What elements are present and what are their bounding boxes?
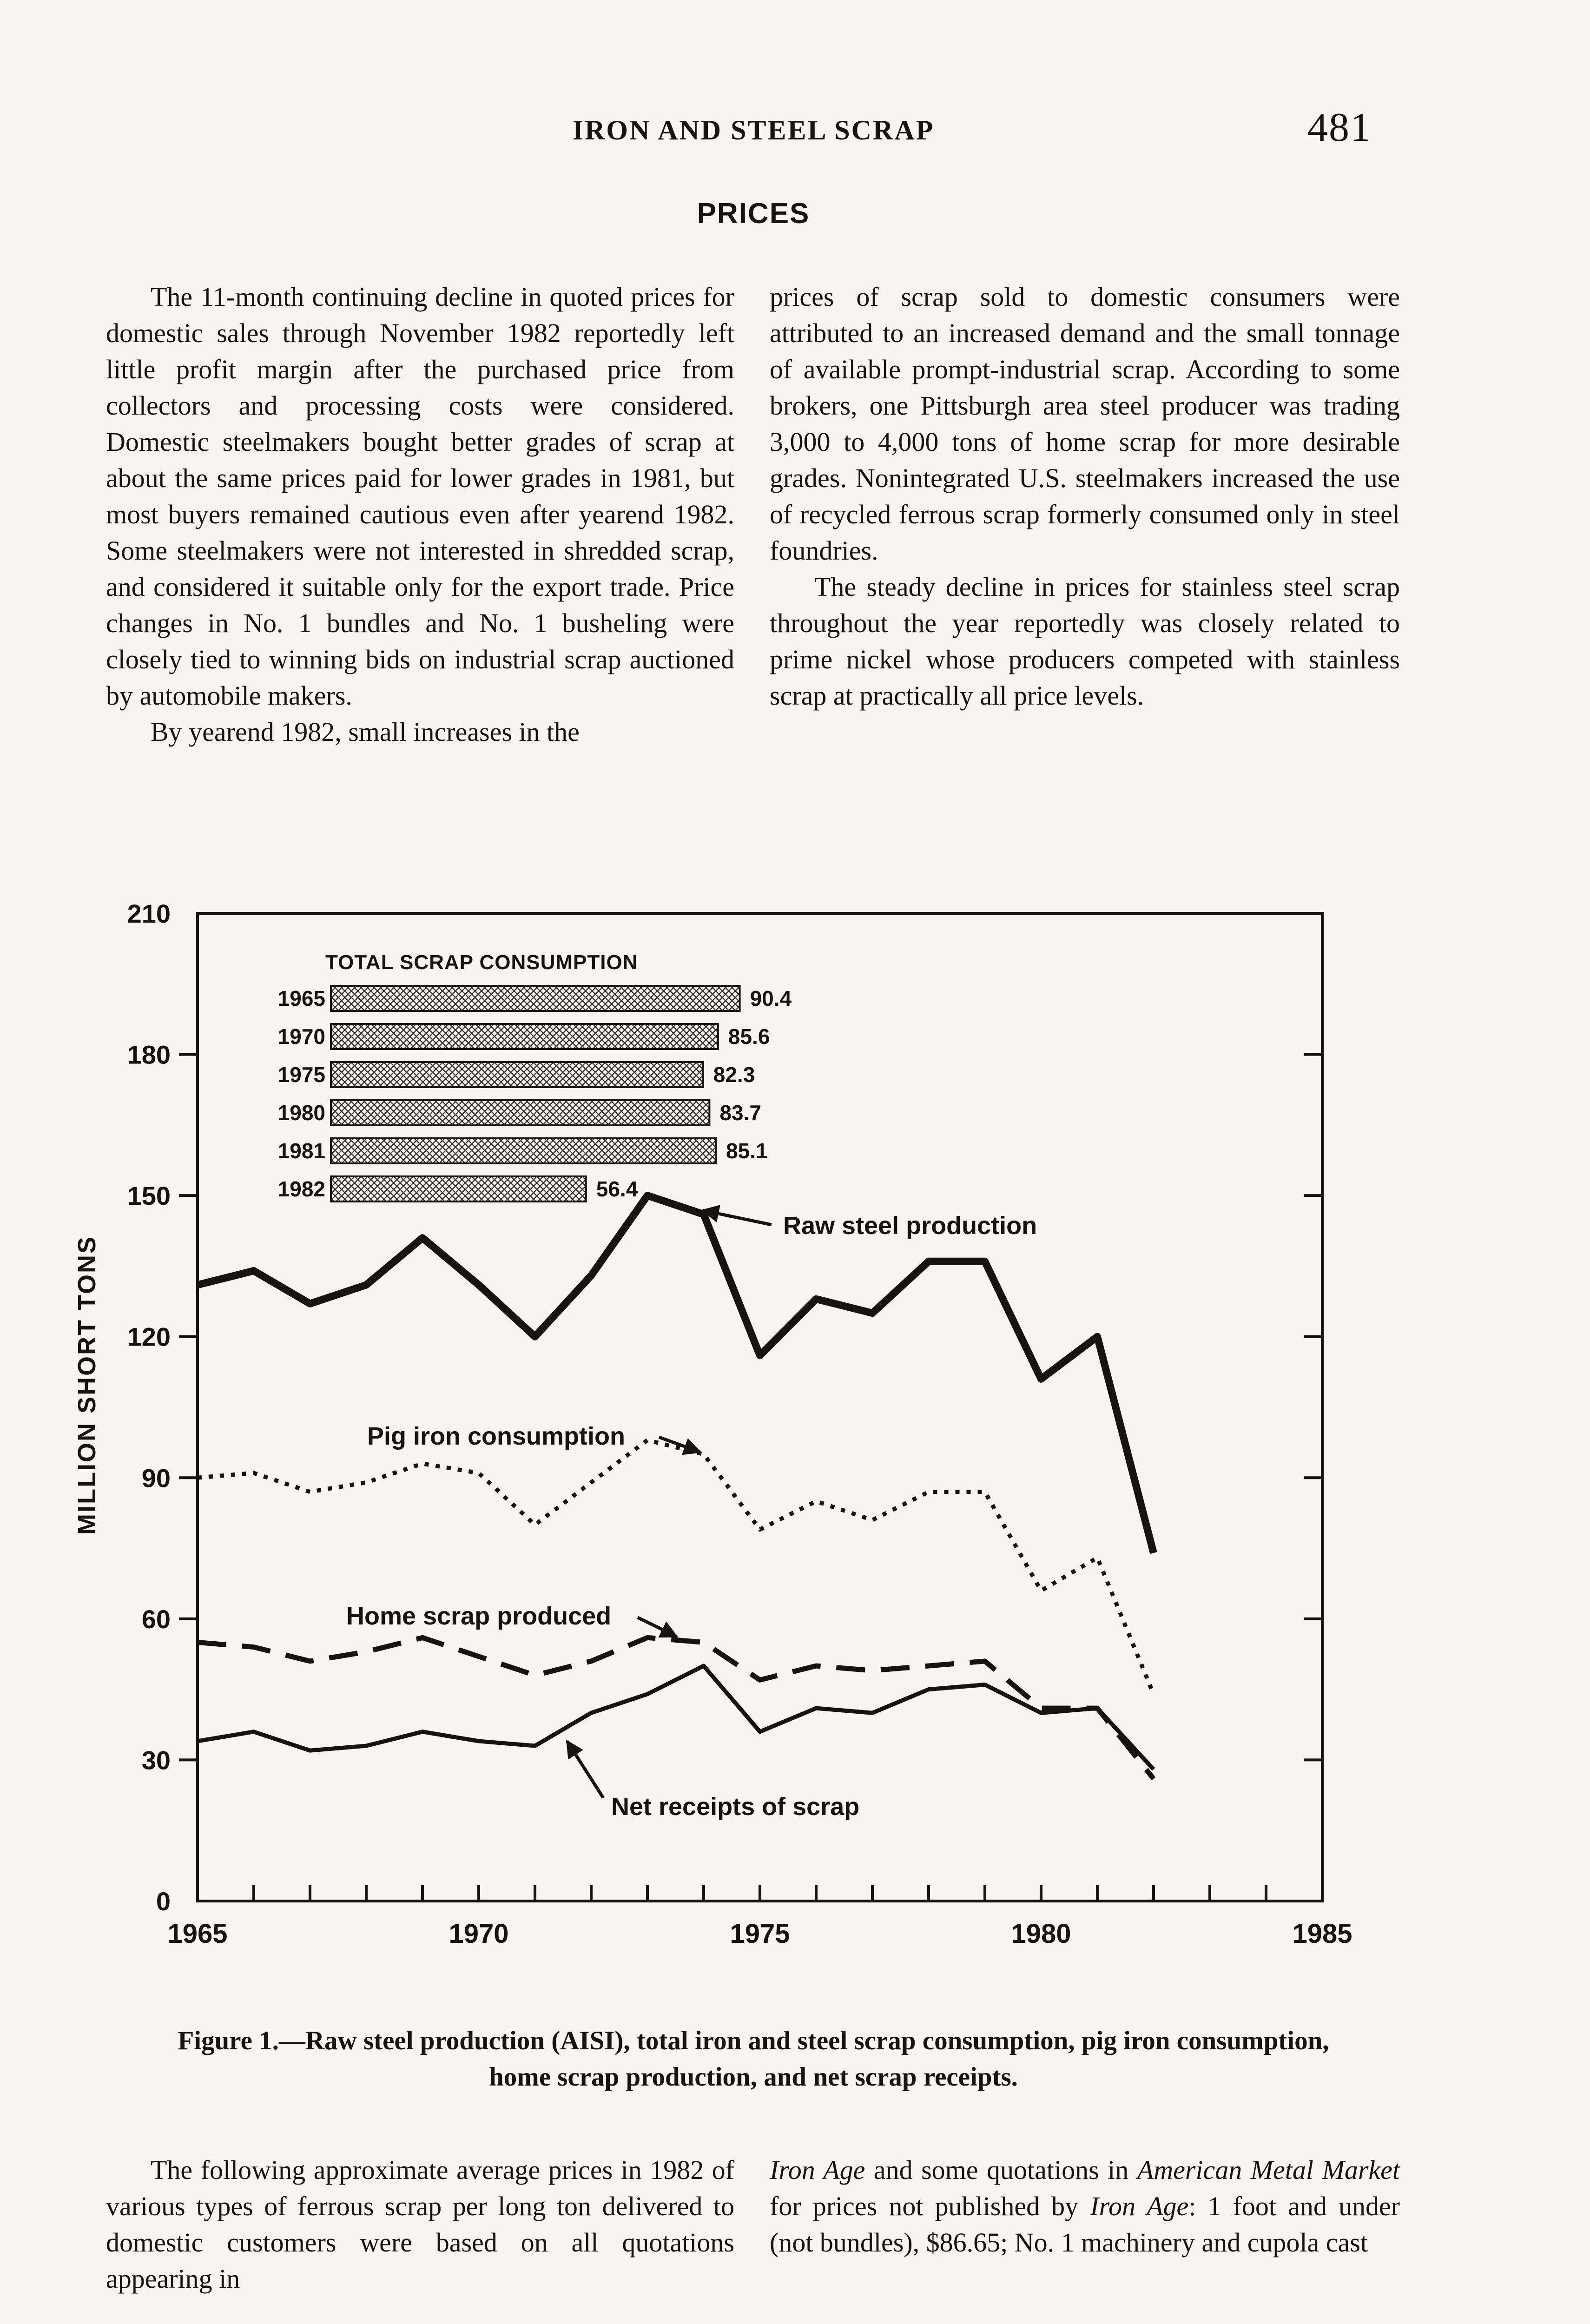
inset-bar-value: 83.7 (719, 1101, 761, 1125)
inset-bar-year: 1965 (278, 986, 325, 1010)
bottom-column-right: Iron Age and some quotations in American… (770, 2152, 1400, 2261)
x-tick-label: 1975 (730, 1919, 790, 1949)
text-segment: for prices not published by (770, 2191, 1090, 2221)
inset-bar-value: 90.4 (750, 986, 792, 1010)
y-tick-label: 150 (127, 1181, 171, 1210)
paragraph: The steady decline in prices for stainle… (770, 572, 1400, 711)
italic-title: Iron Age (770, 2155, 865, 2185)
series-label: Raw steel production (783, 1212, 1037, 1240)
text-column-right: prices of scrap sold to domestic consume… (770, 279, 1400, 714)
series-label: Home scrap produced (346, 1602, 611, 1630)
inset-bar (330, 1061, 704, 1088)
inset-bar-value: 85.1 (726, 1139, 768, 1163)
running-head: IRON AND STEEL SCRAP (572, 115, 935, 145)
page-number: 481 (1307, 105, 1372, 150)
label-arrow (566, 1739, 605, 1799)
paragraph: The 11-month continuing decline in quote… (106, 282, 734, 711)
inset-bar (330, 1137, 717, 1164)
y-tick-label: 60 (142, 1604, 171, 1634)
series-line-net-receipts-of-scrap (197, 1664, 1155, 1771)
series-line-home-scrap-produced (197, 1635, 1156, 1781)
inset-bar-year: 1980 (278, 1101, 325, 1125)
y-tick-label: 90 (142, 1463, 171, 1492)
figure-caption: Figure 1.—Raw steel production (AISI), t… (106, 2023, 1401, 2095)
series-line-pig-iron-consumption (197, 1438, 1156, 1695)
y-tick-label: 30 (142, 1745, 171, 1775)
inset-bar-value: 85.6 (728, 1024, 770, 1049)
inset-bar (330, 1023, 719, 1050)
label-arrow (637, 1616, 679, 1638)
paragraph: Iron Age and some quotations in American… (770, 2152, 1400, 2261)
chart-root: 0 30 60 90 120 150 180 210 1965 1970 1975 1980 1985 M… (73, 899, 1352, 1949)
series-line-raw-steel-production (197, 1192, 1157, 1554)
inset-bar-year: 1975 (278, 1063, 325, 1087)
paragraph: By yearend 1982, small increases in the (151, 717, 580, 747)
inset-bar-year: 1981 (278, 1139, 325, 1163)
inset-bar (330, 1099, 711, 1126)
x-tick-label: 1980 (1011, 1919, 1071, 1949)
label-arrow (658, 1435, 702, 1455)
italic-title: Iron Age (1090, 2191, 1189, 2221)
y-tick-label: 0 (156, 1887, 171, 1916)
inset-bar-year: 1970 (278, 1024, 325, 1049)
series-label: Pig iron consumption (367, 1422, 625, 1450)
text-segment: : 1 foot and under (not bundles), $86.65… (770, 2191, 1400, 2258)
x-tick-label: 1965 (167, 1919, 227, 1949)
inset-bar (330, 1175, 587, 1202)
paragraph: The following approximate average prices… (106, 2155, 734, 2294)
paragraph: prices of scrap sold to domestic consume… (770, 282, 1400, 566)
inset-bar-value: 56.4 (596, 1177, 638, 1201)
y-tick-label: 180 (127, 1040, 171, 1070)
italic-title: American Metal Market (1137, 2155, 1400, 2185)
series-label: Net receipts of scrap (611, 1793, 859, 1821)
text-segment: and some quotations in (865, 2155, 1137, 2185)
bottom-column-left: The following approximate average prices… (106, 2152, 734, 2297)
y-tick-label: 210 (127, 899, 171, 928)
y-axis-title: MILLION SHORT TONS (73, 1235, 101, 1535)
x-tick-label: 1985 (1292, 1919, 1352, 1949)
inset-bar-value: 82.3 (713, 1063, 755, 1087)
inset-bar (330, 985, 741, 1012)
figure-caption-text: Figure 1.—Raw steel production (AISI), t… (178, 2026, 1329, 2092)
y-tick-label: 120 (127, 1322, 171, 1352)
inset-title: TOTAL SCRAP CONSUMPTION (325, 951, 638, 974)
x-tick-label: 1970 (449, 1919, 508, 1949)
inset-bar-year: 1982 (278, 1177, 325, 1201)
label-arrow (701, 1205, 772, 1227)
section-title: PRICES (697, 198, 810, 230)
text-column-left: The 11-month continuing decline in quote… (106, 279, 734, 750)
figure1-chart: 0 30 60 90 120 150 180 210 1965 1970 1975 1980 1985 M… (73, 899, 1352, 1949)
